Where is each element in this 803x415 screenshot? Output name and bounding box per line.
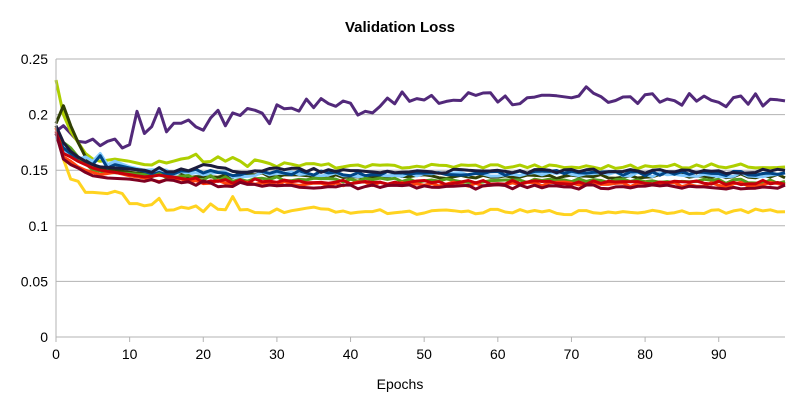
- y-tick-label: 0: [40, 329, 48, 345]
- series-line-6: [54, 132, 786, 178]
- x-tick-label: 20: [195, 346, 211, 362]
- series-line-9: [54, 130, 786, 187]
- series-line-11: [54, 125, 786, 175]
- y-tick-label: 0.15: [21, 162, 48, 178]
- x-axis-label: Epochs: [377, 376, 424, 392]
- x-tick-label: 70: [564, 346, 580, 362]
- x-tick-label: 30: [269, 346, 285, 362]
- y-tick-label: 0.2: [29, 107, 49, 123]
- x-tick-label: 60: [490, 346, 506, 362]
- x-tick-labels: 0 10 20 30 40 50 60 70 80 90: [52, 346, 727, 362]
- series-line-10: [54, 133, 786, 191]
- y-tick-labels: 0 0.05 0.1 0.15 0.2 0.25: [21, 51, 48, 345]
- y-tick-label: 0.05: [21, 273, 48, 289]
- x-tick-label: 40: [343, 346, 359, 362]
- series-line-2: [54, 125, 786, 217]
- axes: [55, 59, 785, 342]
- x-tick-label: 10: [122, 346, 138, 362]
- x-tick-label: 0: [52, 346, 60, 362]
- x-tick-label: 90: [711, 346, 727, 362]
- x-tick-label: 50: [416, 346, 432, 362]
- y-tick-label: 0.1: [29, 218, 49, 234]
- x-tick-label: 80: [637, 346, 653, 362]
- series-lines: [54, 79, 786, 217]
- y-tick-label: 0.25: [21, 51, 48, 67]
- chart-title: Validation Loss: [345, 19, 455, 36]
- series-line-3: [54, 79, 786, 171]
- series-line-1: [55, 85, 786, 150]
